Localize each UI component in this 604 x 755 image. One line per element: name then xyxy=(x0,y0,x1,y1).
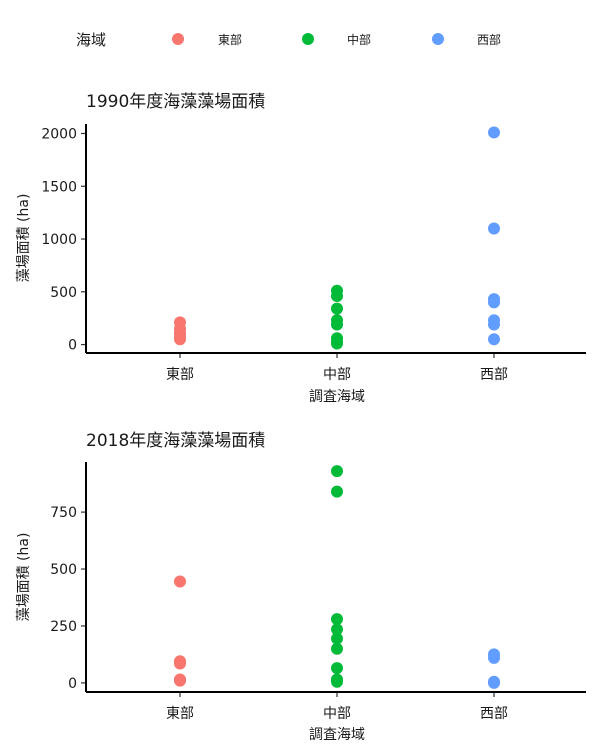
data-point xyxy=(488,676,500,689)
legend-swatch-central xyxy=(302,33,314,45)
data-point xyxy=(488,318,500,331)
x-tick-label: 中部 xyxy=(323,706,351,722)
legend-swatch-east xyxy=(172,33,184,45)
legend-item-east: 東部 xyxy=(172,32,242,47)
x-axis-title-2018: 調査海域 xyxy=(309,727,365,743)
data-point xyxy=(488,296,500,309)
x-tick-label: 西部 xyxy=(480,367,508,383)
y-tick-label: 250 xyxy=(50,619,77,635)
legend-item-west: 西部 xyxy=(432,32,501,47)
y-tick-label: 750 xyxy=(50,505,77,521)
x-tick-label: 西部 xyxy=(480,706,508,722)
y-tick-label: 0 xyxy=(68,676,77,692)
data-point xyxy=(174,674,186,687)
data-point xyxy=(331,337,343,350)
legend-label-west: 西部 xyxy=(477,32,501,47)
data-point xyxy=(331,290,343,303)
x-axis-title-1990: 調査海域 xyxy=(309,389,365,405)
data-point xyxy=(331,632,343,645)
data-point xyxy=(331,485,343,498)
y-tick-label: 0 xyxy=(68,338,77,354)
chart-panel-1990: 1990年度海藻藻場面積 藻場面積 (ha) 調査海域 0 500 1000 1500… xyxy=(16,92,586,405)
chart-title-1990: 1990年度海藻藻場面積 xyxy=(86,92,265,112)
x-tick-label: 中部 xyxy=(323,367,351,383)
data-point xyxy=(174,657,186,670)
data-point xyxy=(174,575,186,588)
data-point xyxy=(331,675,343,688)
chart-panel-2018: 2018年度海藻藻場面積 藻場面積 (ha) 調査海域 0 250 500 750 東… xyxy=(16,431,586,743)
points-1990 xyxy=(174,126,500,350)
data-point xyxy=(331,662,343,675)
data-point xyxy=(488,333,500,346)
x-tick-label: 東部 xyxy=(166,367,194,383)
legend-title: 海域 xyxy=(76,31,106,49)
chart-title-2018: 2018年度海藻藻場面積 xyxy=(86,431,265,451)
x-axis-1990: 東部 中部 西部 xyxy=(166,353,508,383)
y-tick-label: 2000 xyxy=(41,126,77,142)
y-tick-label: 1500 xyxy=(41,179,77,195)
data-point xyxy=(331,318,343,331)
y-axis-2018: 0 250 500 750 xyxy=(50,505,86,692)
data-point xyxy=(331,642,343,655)
legend-label-central: 中部 xyxy=(347,32,371,47)
y-axis-title-2018: 藻場面積 (ha) xyxy=(16,533,32,622)
y-tick-label: 500 xyxy=(50,562,77,578)
y-tick-label: 500 xyxy=(50,285,77,301)
y-tick-label: 1000 xyxy=(41,232,77,248)
y-axis-1990: 0 500 1000 1500 2000 xyxy=(41,126,86,354)
legend-item-central: 中部 xyxy=(302,32,371,47)
data-point xyxy=(488,222,500,235)
data-point xyxy=(331,302,343,315)
data-point xyxy=(331,465,343,478)
legend-label-east: 東部 xyxy=(218,32,242,47)
data-point xyxy=(331,613,343,626)
data-point xyxy=(488,651,500,664)
data-point xyxy=(331,623,343,636)
data-point xyxy=(174,333,186,346)
legend-swatch-west xyxy=(432,33,444,45)
points-2018 xyxy=(174,465,500,689)
data-point xyxy=(488,126,500,139)
legend: 海域 東部 中部 西部 xyxy=(76,31,501,49)
x-tick-label: 東部 xyxy=(166,706,194,722)
y-axis-title-1990: 藻場面積 (ha) xyxy=(16,194,32,283)
x-axis-2018: 東部 中部 西部 xyxy=(166,692,508,722)
